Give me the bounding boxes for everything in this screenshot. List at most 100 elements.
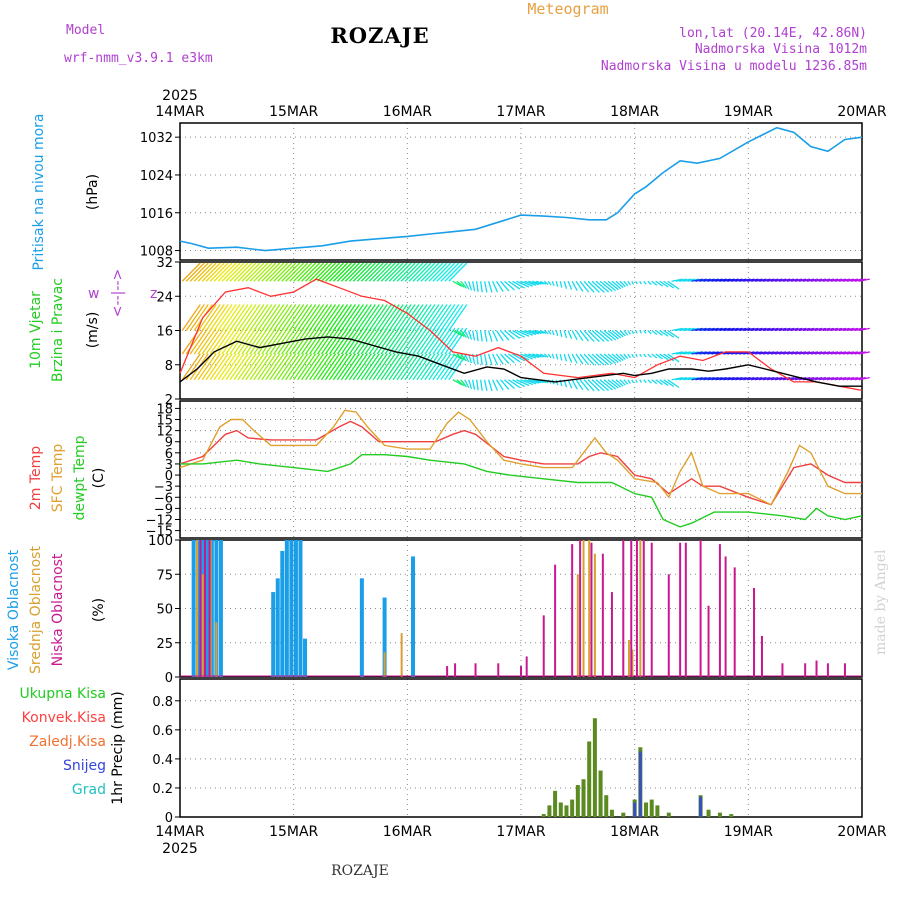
wind-arrow xyxy=(317,262,336,282)
wind-arrow xyxy=(205,327,225,355)
wind-arrow xyxy=(575,280,584,292)
wind-arrow xyxy=(193,262,213,282)
wind-arrow xyxy=(452,329,463,337)
precip-bar xyxy=(558,802,563,817)
wind-arrow xyxy=(571,379,578,390)
wind-arrow xyxy=(528,379,540,384)
wind-arrow xyxy=(623,330,629,336)
precip-bar xyxy=(581,779,586,817)
wind-arrow xyxy=(360,304,380,331)
wind-arrow xyxy=(456,379,465,387)
wind-arrow xyxy=(571,330,578,341)
wind-arrow xyxy=(229,327,249,355)
wind-arrow xyxy=(583,330,595,343)
wind-arrow xyxy=(464,379,470,389)
precip-bar xyxy=(621,812,626,817)
wind-arrow xyxy=(834,327,847,332)
wind-arrow xyxy=(587,330,600,343)
wind-arrow xyxy=(516,379,530,387)
wind-arrow xyxy=(273,304,293,331)
wind-arrow xyxy=(555,330,559,337)
wind-arrow xyxy=(595,330,610,342)
wind-arrow xyxy=(416,353,436,381)
wind-arrow xyxy=(348,262,368,282)
wind-arrow xyxy=(496,353,504,365)
wind-arrow xyxy=(340,353,360,381)
y-tick-label: 24 xyxy=(156,290,173,305)
precip-bar xyxy=(553,790,558,817)
wind-arrow xyxy=(277,304,297,331)
cloud-bar xyxy=(520,666,522,677)
wind-arrow xyxy=(448,262,468,282)
wind-arrow xyxy=(599,353,613,365)
wind-arrow xyxy=(265,353,285,381)
wind-arrow xyxy=(201,353,221,381)
wind-arrow xyxy=(408,327,428,355)
wind-arrow xyxy=(444,262,464,282)
wind-arrow xyxy=(297,304,317,331)
wind-axis-units: (m/s) xyxy=(85,312,101,349)
wind-arrow xyxy=(432,262,452,282)
wind-arrow xyxy=(241,304,261,331)
wind-arrow xyxy=(639,379,642,383)
precip-bar xyxy=(587,741,592,817)
wind-arrow xyxy=(412,327,432,355)
date-label-top: 15MAR xyxy=(269,104,318,120)
wind-arrow xyxy=(782,351,795,355)
wind-arrow xyxy=(826,351,839,355)
wind-arrow xyxy=(687,351,699,355)
wind-arrow xyxy=(181,304,201,331)
wind-arrow xyxy=(500,353,510,365)
wind-arrow xyxy=(444,304,464,331)
wind-arrow xyxy=(237,353,257,381)
cloud-bar xyxy=(684,542,687,677)
wind-arrow xyxy=(293,262,313,282)
wind-arrow xyxy=(563,330,568,339)
wind-arrow xyxy=(328,353,349,381)
y-tick-label: −3 xyxy=(154,480,173,495)
wind-arrow xyxy=(424,304,444,331)
wind-arrow xyxy=(487,281,493,293)
wind-arrow xyxy=(631,379,635,384)
wind-arrow xyxy=(563,353,568,362)
wind-arrow xyxy=(424,327,444,355)
wind-arrow xyxy=(364,304,384,331)
wind-arrow xyxy=(285,304,305,331)
wind-arrow xyxy=(770,376,783,381)
wind-arrow xyxy=(611,353,622,362)
wind-arrow xyxy=(743,278,755,282)
wind-arrow xyxy=(747,278,759,282)
wind-arrow xyxy=(201,262,221,282)
wind-arrow xyxy=(731,327,743,332)
wind-arrow xyxy=(747,351,759,355)
wind-arrow xyxy=(559,330,563,338)
wind-arrow xyxy=(221,304,241,331)
y-tick-label: 50 xyxy=(156,603,173,618)
wind-arrow xyxy=(225,353,245,381)
wind-arrow xyxy=(532,329,542,335)
wind-arrow xyxy=(854,376,866,381)
wind-arrow xyxy=(261,327,281,355)
wind-arrow xyxy=(739,376,751,381)
wind-arrow xyxy=(703,351,715,355)
wind-arrow xyxy=(790,327,803,332)
wind-arrow xyxy=(571,353,578,364)
wind-arrow xyxy=(472,379,476,390)
wind-arrow xyxy=(221,327,241,355)
wind-arrow xyxy=(794,278,807,282)
wind-arrow xyxy=(324,327,345,355)
wind-arrow xyxy=(591,280,605,293)
wind-arrow xyxy=(655,379,663,386)
precip-bar xyxy=(598,770,603,817)
wind-arrow xyxy=(536,329,544,334)
cloud-bar xyxy=(497,663,500,677)
wind-arrow xyxy=(691,278,703,282)
wind-arrow xyxy=(440,353,460,381)
wind-arrow xyxy=(774,351,787,355)
wind-arrow xyxy=(826,376,839,381)
cloud-bar xyxy=(214,540,219,677)
wind-arrow xyxy=(814,278,827,282)
precip-legend-2: Zaledj.Kisa xyxy=(29,734,106,750)
wind-arrow xyxy=(683,376,695,381)
precip-bar xyxy=(604,795,609,817)
